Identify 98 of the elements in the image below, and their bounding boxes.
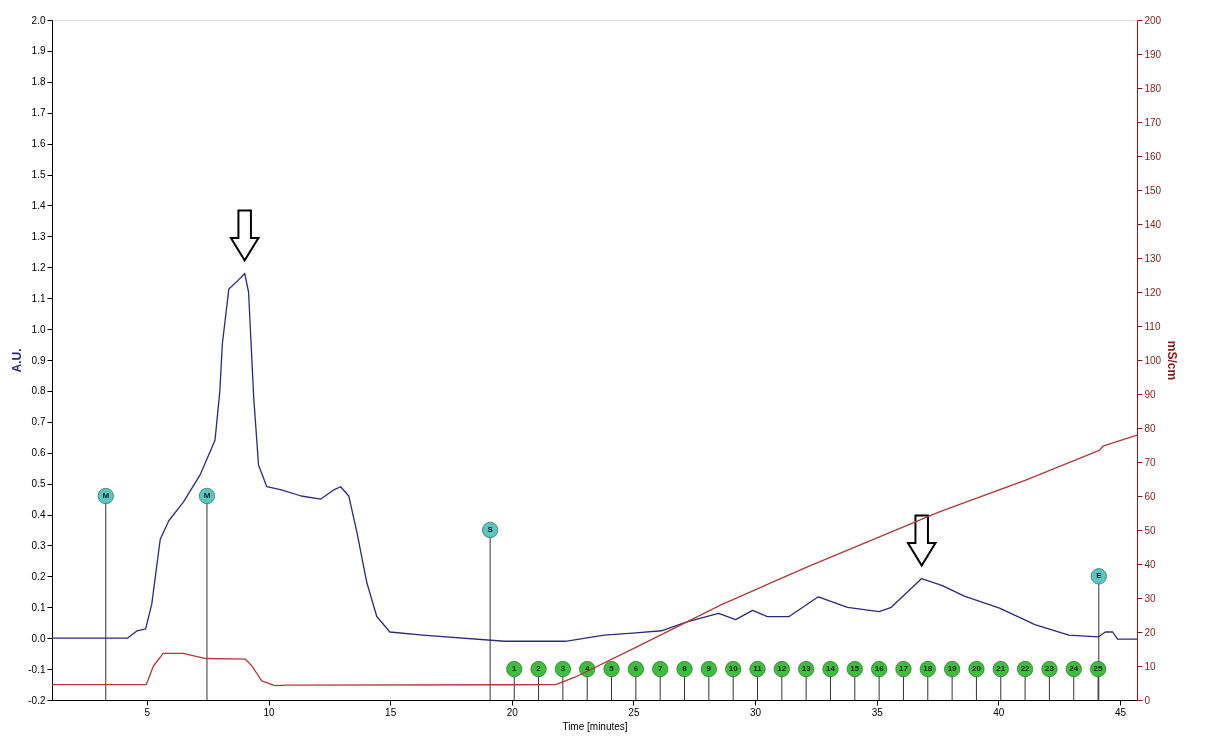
y-tick-label: 0.3 — [31, 539, 46, 551]
y2-tick-label: 170 — [1144, 116, 1162, 128]
point — [506, 661, 523, 678]
annotation: 18 — [923, 664, 933, 674]
x-tick-label: 40 — [993, 706, 1005, 718]
y2-tick-label: 70 — [1144, 456, 1157, 468]
y2-axis-title: mS/cm — [1165, 340, 1180, 381]
y2-tick-label: 140 — [1144, 218, 1162, 230]
point — [97, 487, 114, 505]
y2-tick-label: 180 — [1144, 82, 1162, 94]
point — [652, 661, 669, 678]
y2-tick-label: 190 — [1144, 48, 1162, 60]
annotation: M — [203, 491, 211, 500]
annotation: 12 — [777, 664, 787, 674]
y2-tick-label: 100 — [1144, 354, 1162, 366]
annotation: 2 — [536, 664, 542, 674]
y-tick-label: 0.2 — [31, 570, 46, 582]
annotation: 24 — [1069, 664, 1079, 674]
annotation: E — [1096, 571, 1103, 581]
y-tick-label: 1.5 — [31, 169, 46, 181]
x-tick-label: 10 — [263, 706, 276, 718]
annotation: 8 — [682, 664, 688, 674]
y-tick-label: 2.0 — [31, 14, 46, 26]
y-tick-label: 0.6 — [31, 447, 46, 459]
annotation: S — [487, 525, 494, 534]
y2-tick-label: 30 — [1144, 592, 1157, 604]
y-tick-label: 0.1 — [31, 601, 46, 613]
point — [198, 487, 216, 505]
annotation: 22 — [1020, 664, 1031, 674]
y2-tick-label: 50 — [1144, 524, 1157, 536]
y2-tick-label: 160 — [1144, 150, 1162, 162]
x-tick-label: 30 — [750, 706, 762, 718]
y-tick-label: -0.1 — [28, 663, 46, 675]
y-tick-label: 1.9 — [31, 45, 46, 57]
annotation: 6 — [633, 664, 639, 674]
y2-tick-label: 40 — [1144, 558, 1157, 570]
y-tick-label: 0.9 — [31, 354, 46, 366]
y2-tick-label: 90 — [1144, 388, 1157, 400]
y2-tick-label: 130 — [1144, 252, 1162, 264]
annotation: 16 — [874, 664, 885, 674]
y2-tick-label: 150 — [1144, 184, 1162, 196]
y-tick-label: 0.4 — [31, 509, 46, 521]
annotation: 4 — [584, 664, 590, 674]
annotation: 21 — [996, 664, 1006, 674]
y-tick-label: 1.6 — [31, 138, 46, 150]
point — [676, 661, 693, 678]
annotation: M — [102, 491, 110, 500]
y-tick-label: 0.8 — [31, 385, 46, 397]
y-tick-label: 1.0 — [31, 323, 46, 335]
x-tick-label: 35 — [871, 706, 884, 718]
x-axis-title: Time [minutes] — [562, 720, 628, 732]
point — [627, 661, 644, 678]
y-tick-label: 0.5 — [31, 478, 46, 490]
x-tick-label: 5 — [144, 706, 151, 718]
line-series — [51, 434, 1138, 687]
y-tick-label: 1.7 — [31, 107, 46, 119]
y2-tick-label: 20 — [1144, 626, 1157, 638]
annotation: 23 — [1044, 664, 1055, 674]
y-tick-label: 1.3 — [31, 230, 46, 242]
annotation: 25 — [1093, 664, 1104, 674]
y-tick-label: 1.4 — [31, 199, 46, 211]
annotation: 7 — [657, 664, 663, 674]
annotation: 10 — [728, 664, 739, 674]
x-tick-label: 20 — [506, 706, 519, 718]
annotation: 17 — [899, 664, 909, 674]
y2-tick-label: 10 — [1144, 660, 1157, 672]
y-tick-label: 0.7 — [31, 416, 46, 428]
y-tick-label: 0.0 — [31, 632, 46, 644]
x-tick-label: 25 — [628, 706, 640, 718]
y-tick-label: -0.2 — [28, 694, 46, 706]
y2-tick-label: 120 — [1144, 286, 1162, 298]
y-tick-label: 1.1 — [31, 292, 46, 304]
annotation: 5 — [609, 664, 615, 674]
y-axis-title: A.U. — [10, 348, 25, 373]
annotation: 11 — [753, 664, 763, 674]
point — [530, 661, 547, 678]
annotation: 9 — [706, 664, 712, 674]
y2-tick-label: 200 — [1144, 14, 1162, 26]
annotation: 14 — [826, 664, 836, 674]
point — [482, 521, 499, 539]
annotation: 1 — [511, 664, 517, 674]
y2-tick-label: 110 — [1144, 320, 1161, 332]
y2-tick-label: 0 — [1144, 694, 1151, 706]
annotation: 20 — [971, 664, 982, 674]
point — [700, 661, 717, 678]
y2-tick-label: 80 — [1144, 422, 1157, 434]
y2-tick-label: 60 — [1144, 490, 1157, 502]
line-series — [51, 272, 1138, 642]
annotation: 15 — [850, 664, 860, 674]
annotation: 3 — [560, 664, 566, 674]
x-tick-label: 45 — [1114, 706, 1127, 718]
point — [554, 661, 571, 678]
point — [603, 661, 620, 678]
y-tick-label: 1.8 — [31, 76, 46, 88]
annotation: 19 — [947, 664, 958, 674]
x-tick-label: 15 — [385, 706, 397, 718]
y-tick-label: 1.2 — [31, 261, 46, 273]
annotation: 13 — [801, 664, 812, 674]
